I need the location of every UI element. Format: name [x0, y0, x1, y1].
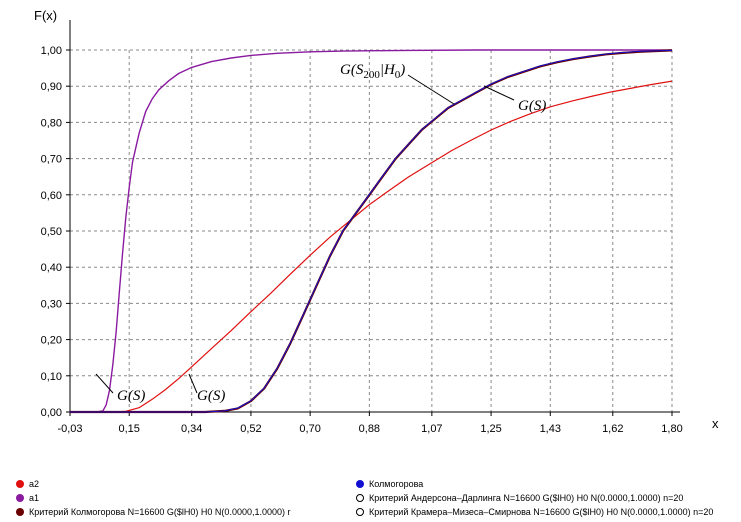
legend-label: Критерий Андерсона–Дарлинга N=16600 G($l… — [369, 493, 684, 503]
legend-label: Критерий Колмогорова N=16600 G($lH0) H0 … — [29, 507, 291, 517]
x-tick-label: 0,70 — [299, 423, 320, 435]
legend-item: a2 — [16, 478, 39, 490]
annotation-label-conditional: G(S200|H0) — [340, 62, 405, 81]
x-tick-label: 0,15 — [119, 423, 140, 435]
legend-label: Критерий Крамера–Мизеса–Смирнова N=16600… — [369, 507, 714, 517]
y-tick-label: 0,80 — [41, 117, 62, 129]
legend-item: Критерий Андерсона–Дарлинга N=16600 G($l… — [356, 492, 683, 504]
annotation-label: G(S) — [117, 388, 145, 404]
legend-marker — [356, 480, 364, 488]
legend-item: Критерий Колмогорова N=16600 G($lH0) H0 … — [16, 506, 290, 518]
legend-marker — [16, 480, 24, 488]
annotation-leader — [95, 373, 114, 394]
legend-marker — [356, 494, 364, 502]
annotation-label: G(S) — [518, 98, 546, 114]
x-tick-label: 0,34 — [181, 423, 202, 435]
y-tick-label: 0,70 — [41, 154, 62, 166]
annotation-leader — [483, 85, 515, 101]
x-tick-label: -0,03 — [57, 423, 82, 435]
annotation-leader — [407, 74, 455, 105]
x-tick-label: 1,43 — [540, 423, 561, 435]
annotation-label: G(S) — [197, 388, 225, 404]
y-tick-label: 1,00 — [41, 45, 62, 57]
legend-label: a2 — [29, 479, 40, 489]
chart: -0,03 0,15 0,34 0,52 0,70 0,88 1,07 1,25 1,43 1,6… — [34, 8, 719, 435]
x-axis-title: x — [712, 416, 719, 431]
y-tick-label: 0,90 — [41, 81, 62, 93]
x-tick-label: 0,52 — [240, 423, 261, 435]
legend-item: a1 — [16, 492, 39, 504]
x-tick-label: 1,07 — [421, 423, 442, 435]
y-tick-label: 0,60 — [41, 190, 62, 202]
series-line-1 — [70, 49, 672, 413]
y-tick-label: 0,20 — [41, 335, 62, 347]
y-tick-label: 0,50 — [41, 226, 62, 238]
x-tick-label: 1,62 — [602, 423, 623, 435]
legend-label: Колмогорова — [369, 479, 424, 489]
x-tick-label: 0,88 — [359, 423, 380, 435]
annotation-leader — [188, 373, 198, 394]
legend-marker — [356, 508, 364, 516]
series-line-3 — [70, 49, 673, 413]
y-tick-label: 0,10 — [41, 371, 62, 383]
x-tick-label: 1,80 — [661, 423, 682, 435]
y-axis-title: F(x) — [34, 8, 57, 23]
y-tick-label: 0,30 — [41, 298, 62, 310]
y-tick-label: 0,40 — [41, 262, 62, 274]
legend-marker — [16, 508, 24, 516]
legend: a2 a1 Критерий Колмогорова N=16600 G($lH0)… — [0, 474, 741, 522]
x-tick-label: 1,25 — [480, 423, 501, 435]
legend-item: Критерий Крамера–Мизеса–Смирнова N=16600… — [356, 506, 713, 518]
legend-label: a1 — [29, 493, 40, 503]
legend-item: Колмогорова — [356, 478, 423, 490]
y-tick-label: 0,00 — [41, 407, 62, 419]
series-line-0 — [70, 80, 673, 413]
legend-marker — [16, 494, 24, 502]
